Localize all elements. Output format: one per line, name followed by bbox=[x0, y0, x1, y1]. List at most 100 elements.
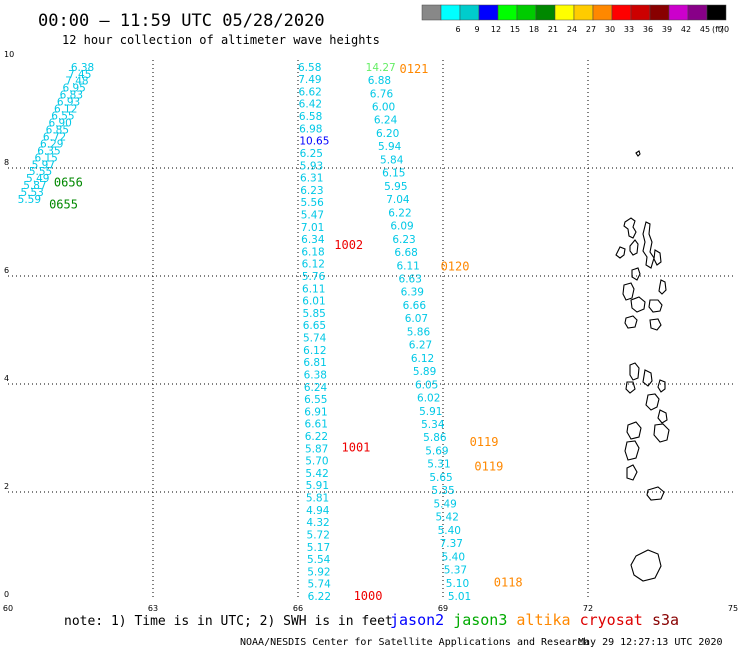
wave-height-value: 6.01 bbox=[302, 296, 325, 308]
wave-height-value: 6.39 bbox=[401, 287, 424, 299]
island-outline bbox=[626, 421, 642, 440]
wave-height-value: 5.54 bbox=[307, 554, 331, 566]
graticule bbox=[8, 60, 733, 600]
wave-height-value: 6.63 bbox=[399, 273, 422, 285]
island-outline bbox=[657, 409, 668, 424]
pass-id-label: 0119 bbox=[470, 435, 499, 449]
island-outline bbox=[615, 246, 626, 259]
wave-height-value: 5.89 bbox=[413, 366, 436, 378]
color-scale-label: 70 bbox=[719, 25, 729, 34]
lon-tick-label: 63 bbox=[148, 604, 158, 613]
color-scale-swatch bbox=[592, 4, 613, 21]
pass-id-label: 1000 bbox=[354, 589, 383, 603]
color-scale-label: 39 bbox=[662, 25, 672, 34]
wave-height-value: 6.18 bbox=[301, 246, 324, 258]
wave-height-value: 5.76 bbox=[302, 271, 326, 283]
island-outline bbox=[642, 369, 653, 387]
wave-height-value: 6.23 bbox=[392, 234, 415, 246]
wave-height-value: 6.83 bbox=[60, 90, 83, 102]
pass-id-label: 0656 bbox=[54, 175, 83, 189]
wave-height-value: 6.22 bbox=[388, 207, 411, 219]
wave-height-value: 5.65 bbox=[429, 472, 452, 484]
wave-height-value: 5.42 bbox=[436, 512, 459, 524]
footnote: note: 1) Time is in UTC; 2) SWH is in fe… bbox=[64, 614, 393, 629]
wave-height-value: 6.25 bbox=[300, 148, 323, 160]
track-west-66: 6.587.496.626.426.586.9810.656.255.936.3… bbox=[298, 62, 331, 603]
island-outline bbox=[624, 315, 638, 329]
wave-height-value: 7.49 bbox=[298, 74, 321, 86]
wave-height-value: 5.53 bbox=[20, 187, 43, 199]
pass-labels: 0121 0120 0119 0119 0118 1002 1001 1000 0656 0655 bbox=[49, 62, 523, 603]
wave-height-value: 5.01 bbox=[448, 591, 471, 603]
track-far-west: 6.387.457.486.956.836.936.126.556.906.85… bbox=[18, 62, 95, 206]
satellite-legend-item: altika bbox=[516, 611, 570, 629]
wave-height-value: 5.42 bbox=[305, 468, 328, 480]
wave-height-value: 6.27 bbox=[409, 340, 432, 352]
wave-height-value: 5.95 bbox=[384, 181, 407, 193]
wave-height-value: 6.15 bbox=[382, 168, 405, 180]
color-scale-label: 15 bbox=[510, 25, 520, 34]
wave-height-value: 6.68 bbox=[394, 247, 417, 259]
wave-height-value: 6.91 bbox=[304, 406, 327, 418]
wave-height-value: 6.98 bbox=[299, 123, 322, 135]
island-outline bbox=[629, 239, 639, 256]
wave-height-value: 4.94 bbox=[306, 505, 330, 517]
island-outline bbox=[657, 379, 666, 393]
wave-height-value: 6.24 bbox=[374, 115, 398, 127]
color-scale-swatch bbox=[630, 4, 651, 21]
wave-height-value: 5.37 bbox=[444, 565, 467, 577]
lon-tick-label: 72 bbox=[583, 604, 593, 613]
credit-line: NOAA/NESDIS Center for Satellite Applica… bbox=[240, 637, 589, 648]
wave-height-value: 5.81 bbox=[306, 493, 329, 505]
wave-height-value: 6.38 bbox=[304, 369, 327, 381]
satellite-legend-item: s3a bbox=[652, 611, 679, 629]
wave-height-value: 7.01 bbox=[301, 222, 324, 234]
wave-height-value: 4.32 bbox=[306, 517, 329, 529]
color-scale-swatch bbox=[459, 4, 480, 21]
wave-height-value: 6.24 bbox=[304, 382, 328, 394]
wave-height-value: 5.40 bbox=[438, 525, 461, 537]
color-scale-label: 9 bbox=[474, 25, 479, 34]
lon-tick-label: 60 bbox=[3, 604, 13, 613]
wave-height-value: 5.47 bbox=[301, 209, 324, 221]
lon-tick-label: 69 bbox=[438, 604, 448, 613]
wave-height-value: 6.12 bbox=[302, 259, 325, 271]
wave-height-value: 6.66 bbox=[403, 300, 427, 312]
color-scale-unit: (ft) bbox=[712, 25, 724, 34]
island-outline bbox=[631, 267, 641, 281]
pass-id-label: 1002 bbox=[334, 238, 363, 252]
island-outline bbox=[624, 440, 640, 461]
lat-tick-label: 8 bbox=[4, 158, 9, 167]
wave-height-value: 7.48 bbox=[65, 76, 88, 88]
wave-height-value: 5.91 bbox=[306, 480, 329, 492]
wave-height-value: 6.12 bbox=[411, 353, 434, 365]
island-outline bbox=[645, 393, 660, 411]
wave-height-value: 6.88 bbox=[368, 75, 391, 87]
wave-height-value: 5.87 bbox=[305, 443, 328, 455]
wave-height-value: 5.40 bbox=[442, 551, 465, 563]
wave-height-value: 6.20 bbox=[376, 128, 399, 140]
lat-tick-label: 10 bbox=[4, 50, 14, 59]
wave-height-value: 5.72 bbox=[307, 529, 330, 541]
wave-height-value: 5.84 bbox=[380, 154, 404, 166]
map-frame bbox=[8, 60, 733, 600]
wave-height-value: 5.74 bbox=[303, 333, 327, 345]
color-scale-label: 30 bbox=[605, 25, 615, 34]
wave-height-value: 6.11 bbox=[396, 260, 419, 272]
wave-height-color-scale: 6 9 12 15 18 21 24 27 30 33 36 39 42 45 70(ft) bbox=[421, 4, 729, 34]
pass-id-label: 0121 bbox=[400, 62, 429, 76]
color-scale-swatch bbox=[554, 4, 575, 21]
wave-height-value: 7.37 bbox=[440, 538, 463, 550]
color-scale-swatch bbox=[440, 4, 461, 21]
island-outline bbox=[635, 150, 641, 157]
island-outline bbox=[648, 299, 663, 313]
satellite-legend: jason2 jason3 altika cryosat s3a bbox=[390, 611, 679, 629]
color-scale-swatch bbox=[478, 4, 499, 21]
island-outline bbox=[625, 381, 636, 394]
wave-height-value: 6.12 bbox=[54, 104, 77, 116]
wave-height-value: 6.72 bbox=[43, 131, 66, 143]
wave-height-value: 14.27 bbox=[366, 62, 396, 74]
wave-height-value: 6.95 bbox=[62, 83, 85, 95]
wave-height-value: 5.49 bbox=[433, 498, 456, 510]
wave-height-value: 6.22 bbox=[305, 431, 328, 443]
